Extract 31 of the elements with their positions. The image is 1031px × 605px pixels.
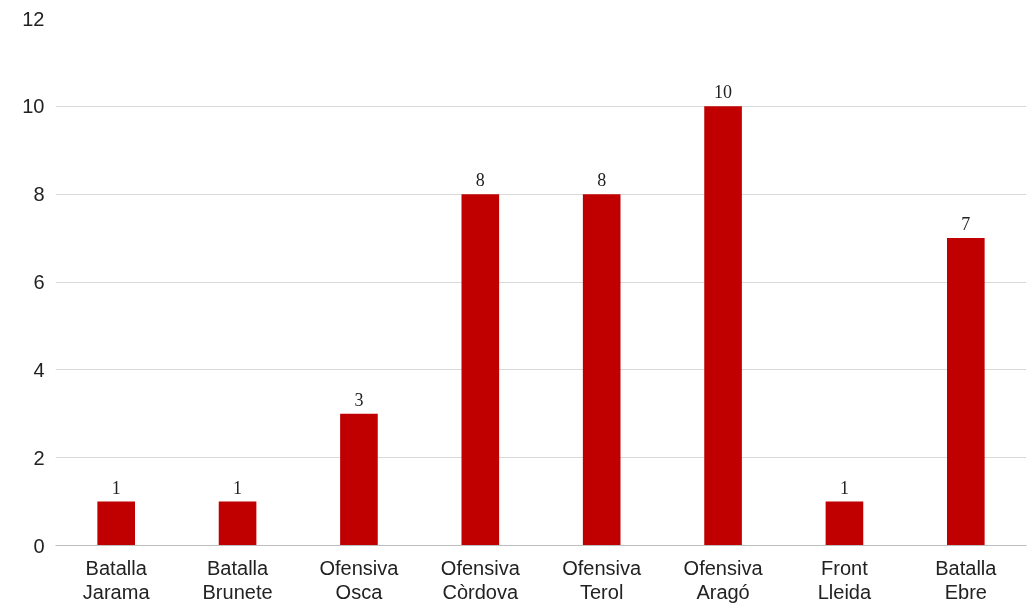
x-tick-label: Ofensiva Còrdova <box>440 556 521 603</box>
x-tick-label: Batalla Jarama <box>82 556 151 603</box>
x-tick-label: Ofensiva Terol <box>562 556 643 603</box>
data-label: 3 <box>354 389 364 410</box>
x-tick-label: Front Lleida <box>817 556 872 603</box>
bar <box>825 501 864 546</box>
bar <box>582 194 621 546</box>
bar <box>340 413 378 546</box>
y-tick-label: 10 <box>22 95 45 118</box>
y-tick-label: 4 <box>33 358 45 381</box>
data-label: 8 <box>475 170 485 191</box>
y-tick-label: 0 <box>33 534 45 557</box>
y-tick-label: 6 <box>33 271 45 293</box>
data-label: 1 <box>839 477 849 498</box>
y-tick-label: 2 <box>33 446 45 469</box>
bar <box>947 238 985 546</box>
bar <box>461 194 500 546</box>
x-tick-label: Batalla Ebre <box>935 556 998 603</box>
bar <box>97 501 135 546</box>
data-label: 8 <box>597 170 607 191</box>
bar <box>704 106 742 546</box>
data-label: 7 <box>961 214 971 235</box>
data-label: 10 <box>714 82 733 103</box>
x-tick-label: Ofensiva Aragó <box>683 556 764 603</box>
x-tick-label: Ofensiva Osca <box>319 556 400 603</box>
bar <box>218 501 257 546</box>
x-tick-label: Batalla Brunete <box>202 556 273 603</box>
y-tick-label: 12 <box>22 7 45 30</box>
data-label: 1 <box>111 477 121 498</box>
data-label: 1 <box>233 477 243 498</box>
y-tick-label: 8 <box>33 183 45 206</box>
